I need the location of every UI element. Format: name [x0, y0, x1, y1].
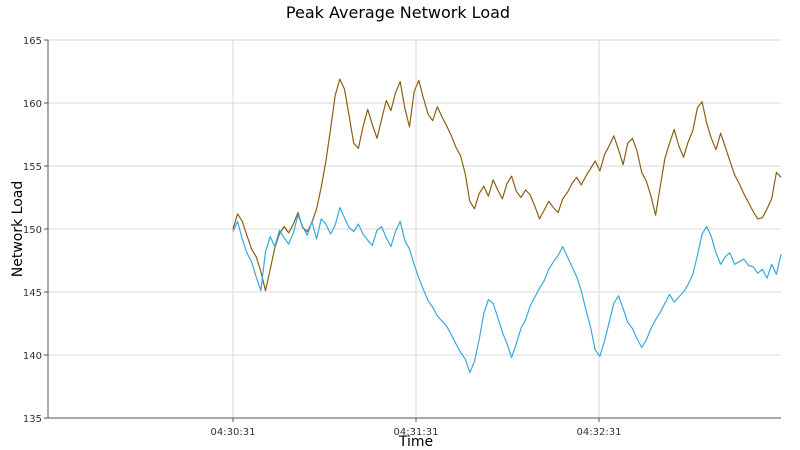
y-tick-label: 155	[23, 162, 42, 173]
x-tick-label: 04:31:31	[394, 427, 439, 438]
chart-title: Peak Average Network Load	[286, 3, 510, 22]
y-tick-label: 145	[23, 288, 42, 299]
x-tick-label: 04:30:31	[211, 427, 256, 438]
y-tick-label: 140	[23, 351, 42, 362]
y-tick-label: 135	[23, 414, 42, 425]
y-tick-label: 160	[23, 99, 42, 110]
y-tick-label: 165	[23, 36, 42, 47]
series-line-1	[232, 78, 782, 292]
x-axis-title: Time	[398, 434, 433, 450]
series-lines	[232, 78, 782, 374]
x-tick-label: 04:32:31	[577, 427, 622, 438]
y-axis-title: Network Load	[10, 181, 26, 278]
gridlines	[48, 39, 781, 418]
y-tick-label: 150	[23, 225, 42, 236]
series-line-2	[232, 207, 782, 374]
y-axis-ticks: 135 140 145 150 155 160 165	[23, 36, 48, 425]
x-axis-ticks: 04:30:31 04:31:31 04:32:31	[211, 418, 622, 438]
